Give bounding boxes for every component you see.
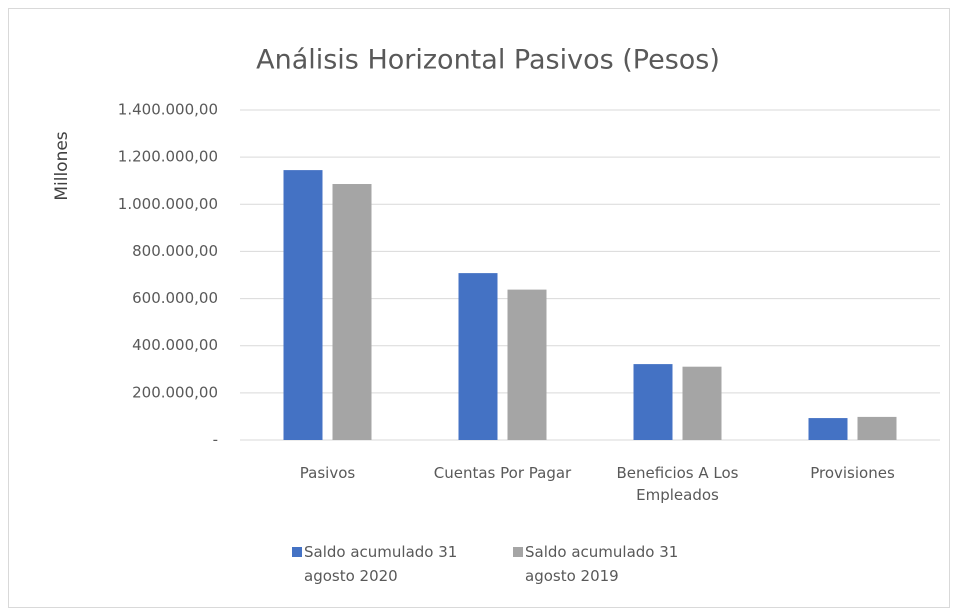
bar [857, 416, 897, 440]
legend-swatch [513, 547, 523, 557]
bar [682, 366, 722, 440]
legend-swatch [292, 547, 302, 557]
legend-label: Saldo acumulado 31 agosto 2019 [525, 543, 679, 585]
x-tick-label: Cuentas Por Pagar [433, 464, 572, 482]
y-tick-label: 800.000,00 [132, 242, 218, 260]
y-tick-label: 1.200.000,00 [118, 148, 218, 166]
x-tick-label: Pasivos [299, 464, 356, 482]
y-tick-label: - [213, 431, 218, 449]
bar [332, 184, 372, 440]
chart-title: Análisis Horizontal Pasivos (Pesos) [256, 45, 720, 76]
x-tick-label: Provisiones [810, 464, 895, 482]
legend-label: Saldo acumulado 31 agosto 2020 [304, 543, 458, 585]
y-tick-label: 1.000.000,00 [118, 195, 218, 213]
bar [633, 364, 673, 440]
y-tick-label: 600.000,00 [132, 289, 218, 307]
y-tick-label: 400.000,00 [132, 336, 218, 354]
y-axis-title: Millones [52, 131, 72, 200]
bar [507, 289, 547, 440]
y-tick-label: 200.000,00 [132, 383, 218, 401]
bar [458, 273, 498, 440]
bar [808, 418, 848, 440]
y-tick-label: 1.400.000,00 [118, 101, 218, 119]
bar [283, 170, 323, 440]
x-tick-label: Beneficios A Los Empleados [616, 464, 739, 504]
